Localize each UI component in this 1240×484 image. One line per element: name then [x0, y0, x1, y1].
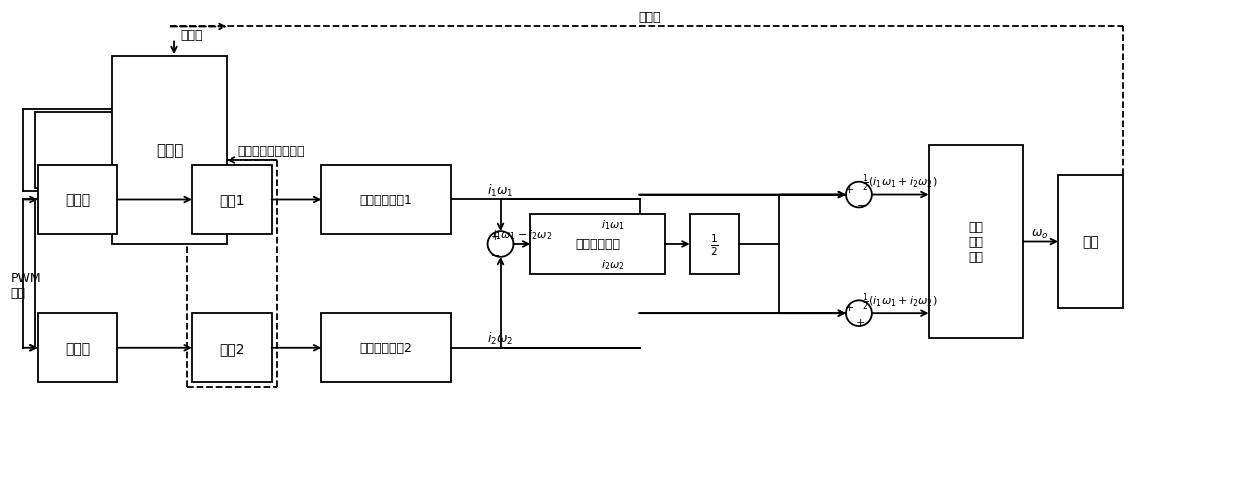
Text: 差速运动机构: 差速运动机构 — [575, 238, 620, 251]
Text: 速度输入机构1: 速度输入机构1 — [360, 194, 413, 207]
Text: 速度
输出
机构: 速度 输出 机构 — [968, 221, 983, 263]
Text: 速度输入机构2: 速度输入机构2 — [360, 342, 413, 355]
Text: +: + — [491, 231, 500, 242]
Text: +: + — [857, 318, 866, 327]
Text: $\frac{1}{2}(i_1\omega_1 + i_2\omega_2)$: $\frac{1}{2}(i_1\omega_1 + i_2\omega_2)$ — [863, 173, 937, 194]
Text: $\frac{1}{2}(i_1\omega_1 + i_2\omega_2)$: $\frac{1}{2}(i_1\omega_1 + i_2\omega_2)$ — [863, 291, 937, 312]
Text: $i_1\omega_1$: $i_1\omega_1$ — [487, 182, 513, 198]
Bar — [113, 57, 227, 244]
Bar — [321, 166, 451, 235]
Text: PWM
信号: PWM 信号 — [11, 272, 41, 300]
Text: 电机2: 电机2 — [219, 341, 244, 355]
Bar — [531, 215, 665, 274]
Bar — [1058, 175, 1122, 309]
Text: $-$: $-$ — [491, 248, 501, 258]
Text: $i_1\omega_1$: $i_1\omega_1$ — [601, 218, 625, 232]
Text: 电机1: 电机1 — [219, 193, 244, 207]
Bar — [929, 146, 1023, 338]
Text: $\frac{1}{2}$: $\frac{1}{2}$ — [711, 232, 719, 257]
Text: 控制器: 控制器 — [156, 143, 184, 158]
Bar — [689, 215, 739, 274]
Bar — [37, 314, 118, 382]
Bar — [192, 166, 272, 235]
Text: +: + — [844, 302, 853, 313]
Text: $i_2\omega_2$: $i_2\omega_2$ — [487, 330, 513, 346]
Text: 驱动器: 驱动器 — [64, 341, 91, 355]
Text: 舵指令: 舵指令 — [181, 29, 203, 42]
Text: 驱动器: 驱动器 — [64, 193, 91, 207]
Text: 舵面: 舵面 — [1083, 235, 1099, 249]
Text: $i_2\omega_2$: $i_2\omega_2$ — [601, 257, 625, 271]
Bar — [321, 314, 451, 382]
Text: 舵反馈: 舵反馈 — [639, 11, 661, 24]
Text: +: + — [844, 184, 853, 194]
Text: 电机速度、电流反馈: 电机速度、电流反馈 — [238, 144, 305, 157]
Text: $-$: $-$ — [856, 199, 866, 209]
Bar — [37, 166, 118, 235]
Text: $i_1\omega_1 - i_2\omega_2$: $i_1\omega_1 - i_2\omega_2$ — [492, 227, 552, 242]
Bar — [192, 314, 272, 382]
Text: $\omega_o$: $\omega_o$ — [1032, 227, 1049, 241]
